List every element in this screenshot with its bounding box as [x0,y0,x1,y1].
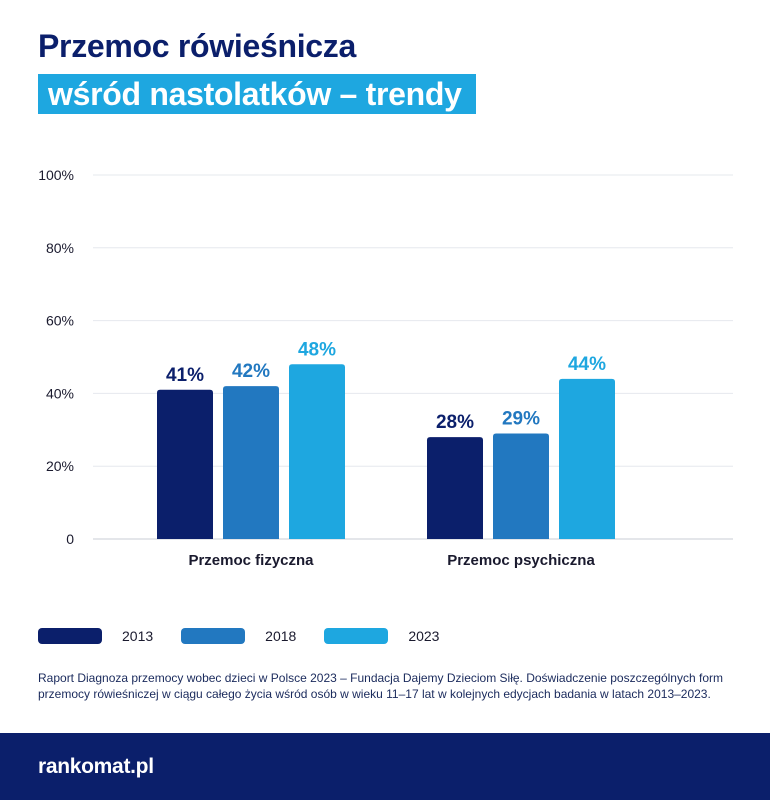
y-tick-label: 80% [46,240,74,256]
legend-item-2018: 2018 [181,628,296,644]
legend-label-2023: 2023 [408,628,440,644]
y-tick-label: 20% [46,458,74,474]
legend: 2013 2018 2023 [38,628,467,644]
data-label: 48% [298,339,336,360]
data-label: 42% [232,361,270,382]
bar [427,437,483,539]
y-tick-label: 0 [66,531,74,547]
bar [289,364,345,539]
legend-label-2013: 2013 [122,628,154,644]
bar [493,433,549,539]
legend-swatch-2023 [324,628,389,644]
chart-title-line-1: Przemoc rówieśnicza [38,28,356,64]
y-tick-label: 100% [38,167,74,183]
source-note: Raport Diagnoza przemocy wobec dzieci w … [38,671,723,701]
bar [223,386,279,539]
bar-chart: 0 20% 40% 60% 80% 100% 41% 42% 48% Przemoc fizycz… [38,167,733,569]
bar [157,389,213,539]
category-label: Przemoc psychiczna [447,552,595,569]
legend-label-2018: 2018 [265,628,297,644]
data-label: 44% [568,354,606,375]
bar [559,378,615,539]
data-label: 29% [502,408,540,429]
data-label: 41% [166,365,204,386]
y-tick-label: 40% [46,385,74,401]
footer-bar: rankomat.pl [0,733,770,800]
legend-swatch-2018 [181,628,246,644]
legend-item-2023: 2023 [324,628,439,644]
category-label: Przemoc fizyczna [188,552,314,569]
chart-title-line-2: wśród nastolatków – trendy [38,74,476,114]
legend-swatch-2013 [38,628,102,644]
data-label: 28% [436,412,474,433]
brand-logo: rankomat.pl [38,754,154,778]
y-tick-label: 60% [46,313,74,329]
legend-item-2013: 2013 [38,628,153,644]
